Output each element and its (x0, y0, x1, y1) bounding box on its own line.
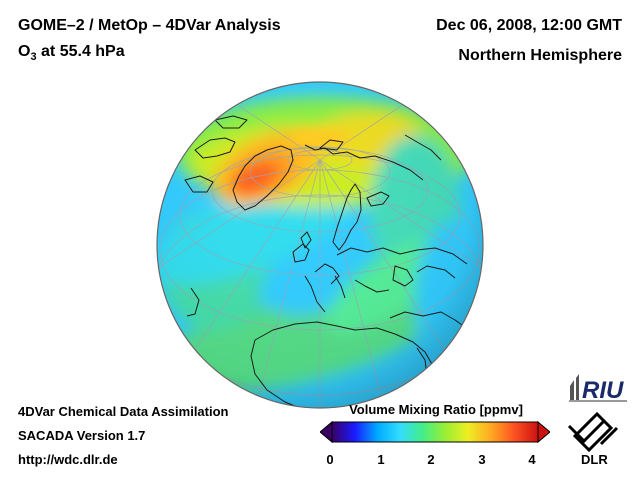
dlr-logo: DLR (567, 412, 619, 467)
footer-line-1: 4DVar Chemical Data Assimilation (18, 404, 229, 419)
footer-line-2: SACADA Version 1.7 (18, 428, 146, 443)
map-subtitle: O3 at 55.4 hPa (18, 42, 125, 63)
colorbar-tick-3: 3 (478, 452, 486, 467)
subtitle-prefix: O (18, 43, 31, 60)
map-region: Northern Hemisphere (458, 47, 622, 64)
footer-url: http://wdc.dlr.de (18, 452, 118, 467)
colorbar-tick-4: 4 (528, 452, 536, 467)
colorbar-tick-2: 2 (427, 452, 435, 467)
colorbar-tick-0: 0 (326, 452, 334, 467)
riu-logo: RIU (569, 374, 627, 404)
globe-map (156, 81, 484, 409)
dlr-logo-text: DLR (581, 452, 608, 467)
colorbar-under-arrow (320, 420, 333, 444)
subtitle-suffix: at 55.4 hPa (36, 43, 125, 60)
subtitle-subscript: 3 (30, 51, 37, 63)
colorbar-tick-1: 1 (377, 452, 385, 467)
colorbar-gradient (331, 421, 539, 443)
colorbar-title: Volume Mixing Ratio [ppmv] (349, 402, 523, 417)
map-datetime: Dec 06, 2008, 12:00 GMT (436, 17, 622, 34)
map-title: GOME–2 / MetOp – 4DVar Analysis (18, 17, 281, 34)
dlr-logo-mark (567, 412, 619, 453)
colorbar (320, 420, 550, 444)
riu-logo-text: RIU (582, 377, 624, 404)
colorbar-over-arrow (537, 420, 550, 444)
